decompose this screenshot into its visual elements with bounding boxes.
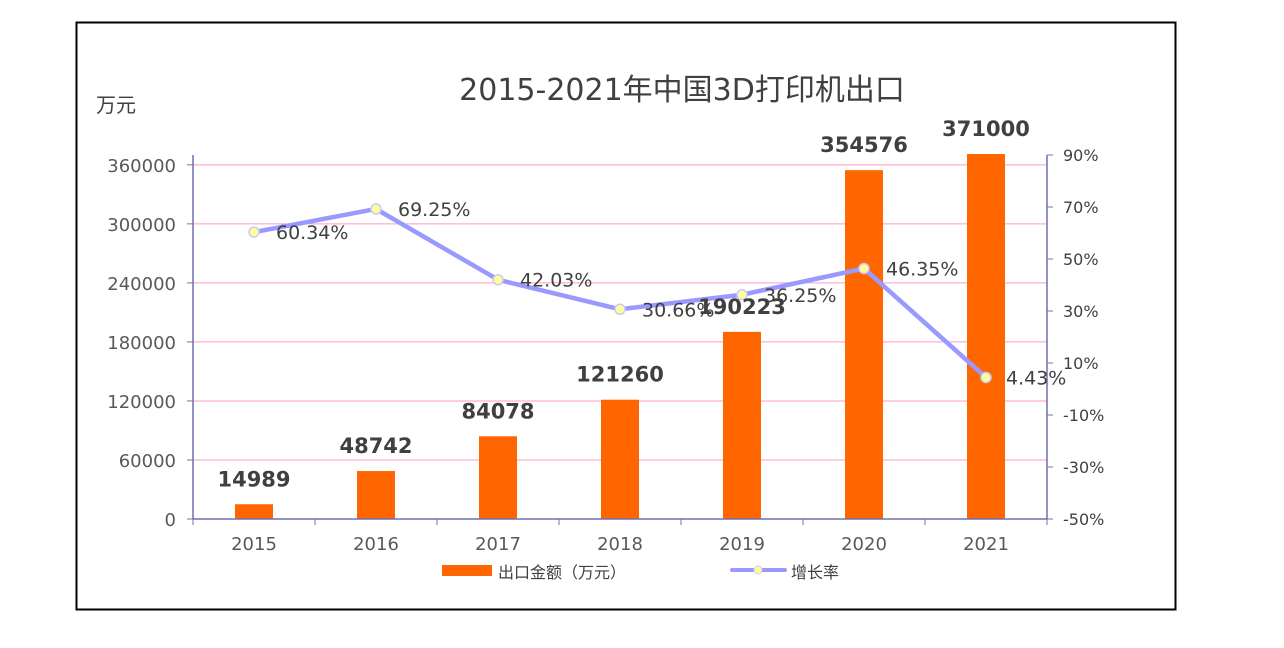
line-data-label: 60.34% (276, 222, 348, 244)
chart-title: 2015-2021年中国3D打印机出口 (459, 73, 905, 108)
line-marker (614, 303, 626, 316)
bar-data-label: 190223 (698, 295, 786, 319)
left-axis-tick-label: 300000 (107, 215, 176, 236)
line-data-label: 42.03% (520, 270, 592, 292)
x-axis-tick-label: 2019 (719, 534, 765, 555)
x-axis-tick-label: 2015 (231, 534, 277, 555)
x-axis-tick-label: 2021 (963, 534, 1009, 555)
line-marker (736, 289, 748, 301)
y-axis-label: 万元 (96, 93, 136, 117)
line-data-label: 4.43% (1006, 367, 1066, 389)
left-axis-tick-label: 360000 (107, 156, 176, 177)
bar-data-label: 48742 (339, 434, 412, 458)
left-axis-tick-label: 180000 (107, 333, 176, 354)
legend-bar-swatch (442, 565, 492, 576)
right-axis-tick-label: 90% (1063, 146, 1099, 165)
bar-data-label: 371000 (942, 117, 1030, 141)
x-axis-tick-label: 2018 (597, 534, 643, 555)
line-marker (248, 226, 260, 238)
left-axis-tick-label: 240000 (107, 274, 176, 295)
right-axis-tick-label: -50% (1063, 510, 1104, 529)
legend-line-marker (753, 565, 763, 575)
right-axis-tick-label: 10% (1063, 354, 1099, 373)
legend-line-label: 增长率 (791, 563, 839, 582)
right-axis-tick-label: 30% (1063, 302, 1099, 321)
bar-data-label: 84078 (461, 399, 534, 423)
right-axis-tick-label: 70% (1063, 198, 1099, 217)
line-data-label: 46.35% (886, 258, 958, 280)
right-axis-tick-label: -30% (1063, 458, 1104, 477)
bar-data-label: 354576 (820, 133, 908, 157)
x-axis-tick-label: 2017 (475, 534, 521, 555)
right-axis-tick-label: -10% (1063, 406, 1104, 425)
bar (601, 399, 639, 519)
x-axis-tick-label: 2020 (841, 534, 887, 555)
line-marker (492, 273, 504, 286)
bar (967, 154, 1005, 519)
bar (235, 504, 273, 519)
bar (723, 331, 761, 519)
left-axis-tick-label: 120000 (107, 392, 176, 413)
left-axis-tick-label: 60000 (119, 451, 176, 472)
x-axis-tick-label: 2016 (353, 534, 399, 555)
right-axis-tick-label: 50% (1063, 250, 1099, 269)
line-marker (370, 203, 382, 215)
line-data-label: 69.25% (398, 199, 470, 221)
line-data-label: 30.66% (642, 299, 714, 321)
line-data-label: 36.25% (764, 285, 836, 307)
legend-bar-label: 出口金额（万元） (498, 563, 626, 582)
bar (479, 436, 517, 519)
line-marker (980, 371, 992, 384)
bar (845, 170, 883, 519)
bar (357, 471, 395, 519)
bar-data-label: 14989 (217, 467, 290, 491)
left-axis-tick-label: 0 (165, 510, 176, 531)
bar-data-label: 121260 (576, 363, 664, 387)
chart-frame (75, 21, 1177, 611)
line-marker (858, 262, 870, 275)
